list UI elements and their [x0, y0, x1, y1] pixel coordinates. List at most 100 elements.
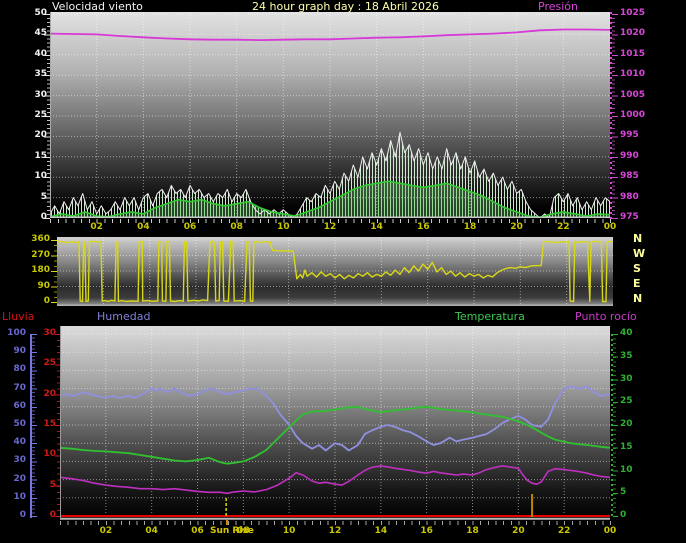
pressure-line: [50, 28, 610, 41]
x-tick-label: 18: [463, 222, 477, 232]
rain-axis-ticks: [55, 334, 60, 518]
compass-n-bottom: N: [633, 292, 643, 305]
tick-label: 30: [43, 328, 56, 338]
tick-label: 25: [620, 396, 633, 407]
temperature-label: Temperatura: [455, 310, 525, 323]
wind-speed-label: Velocidad viento: [52, 0, 143, 13]
x-tick-label: 16: [420, 526, 433, 536]
x-tick-label: 10: [282, 526, 296, 536]
x-tick-label: 10: [277, 222, 290, 232]
tick-label: 20: [43, 388, 56, 399]
x-tick-label: 04: [137, 222, 150, 232]
bottom-x-axis-labels: Sun Rise 02 04 06 08 10 12 14 16 18 20 22 00: [60, 526, 640, 539]
compass-e: E: [633, 277, 641, 290]
wind-direction-axis-ticks: [51, 240, 57, 304]
tick-label: 15: [34, 150, 47, 161]
x-tick-label: 00: [603, 222, 617, 232]
tick-label: 10: [620, 464, 633, 475]
dew-point-line: [60, 465, 610, 495]
tick-label: 25: [43, 358, 56, 369]
x-tick-label: 12: [323, 222, 337, 232]
tick-label: 30: [34, 89, 47, 100]
wind-avg-area: [50, 181, 610, 218]
tick-label: 0: [620, 510, 627, 520]
climate-canvas: [60, 326, 610, 520]
x-tick-label: 00: [603, 526, 617, 536]
tick-label: 0: [49, 509, 56, 520]
x-tick-label: 02: [99, 526, 113, 536]
sun-rise-label: Sun Rise: [210, 526, 254, 536]
tick-label: 25: [34, 110, 47, 120]
humidity-line: [60, 385, 610, 452]
x-tick-label: 22: [557, 222, 570, 232]
tick-label: 180: [31, 265, 50, 275]
tick-label: 40: [34, 48, 47, 59]
tick-label: 270: [31, 249, 50, 260]
x-tick-label: 06: [191, 526, 204, 536]
tick-label: 10: [34, 171, 47, 182]
pressure-label: Presión: [538, 0, 578, 13]
tick-label: 10: [43, 449, 56, 460]
tick-label: 20: [34, 130, 47, 141]
tick-label: 360: [31, 234, 50, 244]
tick-label: 90: [13, 346, 26, 357]
tick-label: 1000: [620, 110, 646, 120]
tick-label: 50: [13, 419, 26, 429]
tick-label: 0: [19, 510, 26, 520]
humidity-axis-ticks: [32, 334, 37, 518]
x-tick-label: 20: [512, 526, 525, 536]
top-x-axis-minor-ticks: [50, 219, 611, 223]
temperature-axis-labels: 40 35 30 25 20 15 10 5 0: [620, 326, 648, 524]
tick-label: 980: [620, 191, 639, 202]
x-tick-label: 02: [90, 222, 103, 232]
compass-s: S: [633, 262, 641, 275]
tick-label: 30: [620, 373, 633, 384]
rain-axis-labels: 30 25 20 15 10 5 0: [36, 326, 56, 524]
tick-label: 5: [620, 487, 627, 498]
tick-label: 60: [13, 400, 26, 411]
wind-direction-line: [57, 240, 613, 303]
tick-label: 35: [620, 350, 633, 361]
x-tick-label: 16: [417, 222, 430, 232]
tick-label: 40: [13, 437, 26, 448]
wind-direction-chart: [57, 237, 613, 306]
x-tick-label: 18: [466, 526, 479, 536]
wind-direction-canvas: [57, 237, 613, 306]
wind-direction-axis-labels: 360 270 180 90 0: [26, 234, 50, 311]
temperature-axis-line: [611, 334, 613, 518]
wind-pressure-chart: [50, 12, 610, 218]
tick-label: 90: [37, 280, 50, 291]
x-tick-label: 22: [557, 526, 571, 536]
wind-avg-line: [50, 180, 610, 218]
temperature-axis-ticks: [613, 334, 618, 518]
humidity-axis-labels: 100 90 80 70 60 50 40 30 20 10 0: [0, 326, 26, 524]
tick-label: 975: [620, 212, 639, 222]
tick-label: 10: [13, 491, 26, 502]
tick-label: 20: [13, 473, 26, 484]
x-tick-label: 14: [374, 526, 388, 536]
tick-label: 1010: [620, 69, 646, 80]
tick-label: 1015: [620, 48, 646, 59]
pressure-axis-line: [610, 12, 612, 219]
pressure-axis-labels: 1025 1020 1015 1010 1005 1000 995 990 985 980 975: [620, 8, 656, 224]
x-tick-label: 06: [183, 222, 197, 232]
tick-label: 985: [620, 171, 639, 182]
tick-label: 30: [13, 455, 26, 466]
tick-label: 990: [620, 150, 639, 161]
x-tick-label: 08: [237, 526, 250, 536]
pressure-axis-ticks: [612, 14, 618, 220]
tick-label: 0: [20, 212, 47, 223]
tick-label: 1020: [620, 28, 646, 39]
humidity-label: Humedad: [97, 310, 151, 323]
x-tick-label: 04: [145, 526, 158, 536]
bottom-x-axis-minor-ticks: [60, 521, 611, 525]
tick-label: 995: [620, 130, 639, 141]
dew-point-label: Punto rocío: [575, 310, 637, 323]
x-tick-label: 08: [230, 222, 243, 232]
temperature-line: [60, 405, 610, 465]
rain-label: Lluvia: [2, 310, 35, 323]
tick-label: 80: [13, 364, 26, 375]
top-x-axis-labels: 02 04 06 08 10 12 14 16 18 20 22 00: [50, 222, 628, 235]
compass-letters: N W S E N: [633, 233, 649, 309]
